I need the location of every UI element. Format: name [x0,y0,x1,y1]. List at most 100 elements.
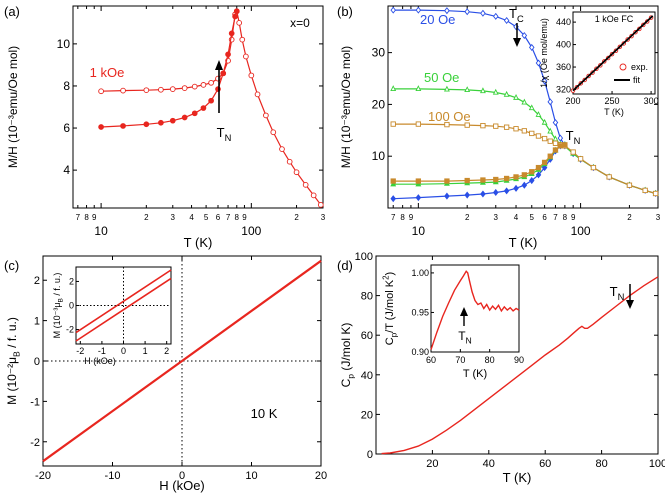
panel-b-point [513,126,519,132]
panel-b-point [541,77,548,85]
panel-d-label: (d) [337,258,353,273]
panel-a-point [233,8,240,15]
panel-b-point [547,127,554,134]
panel-a-point [169,117,176,124]
panel-b-point [590,164,597,171]
panel-b-point [492,188,499,196]
panel-b-point [547,98,554,106]
panel-a-point [254,91,261,98]
panel-c-ytick-label: 1 [34,316,40,328]
panel-a-point [200,105,207,111]
panel-a-ytick-label: 6 [63,121,70,135]
panel-a-field-label: 1 kOe [90,65,125,80]
panel-a-point [191,83,198,90]
panel-b-inset-xtick-label: 200 [565,96,580,106]
panel-d-frame [375,255,659,455]
panel-a-xtick-minor-label: 6 [216,213,221,222]
panel-c-ytick-label: -1 [30,396,40,408]
panel-c-ytick-label: -2 [30,437,40,449]
panel-a-point [143,121,150,128]
panel-b-point [415,6,422,14]
panel-a-point [98,88,104,95]
panel-c-xtick-label: 10 [245,470,257,482]
panel-b-xtick-minor-label: 7 [553,213,558,222]
panel-b-point [390,121,396,127]
panel-b-xtick-minor-label: 2 [627,213,632,222]
panel-a-point [228,30,235,37]
panel-b-point [390,195,396,203]
panel-b-inset-title: 1 kOe FC [595,14,634,24]
panel-b-point [626,182,633,188]
panel-d-ytick-label: 20 [361,409,373,421]
panel-c-inset-ylabel-part-2: / f. u.) [52,273,62,299]
panel-a-tn-arrowhead [215,60,223,70]
panel-a-xtick-minor-label: 3 [321,213,326,222]
panel-a-point [302,182,309,188]
panel-d-tn-label-part-0: T [610,284,618,299]
panel-a-frame [72,5,324,209]
panel-b-legend-20oe: 20 Oe [420,12,455,27]
panel-b-point [541,164,548,172]
panel-d-xtick-label: 100 [649,458,665,470]
panel-a-tn-label-part-1: N [225,133,232,143]
panel-b-point [480,177,486,183]
panel-a-xtick-minor-label: 2 [294,213,299,222]
panel-a-point [232,13,238,20]
panel-d-inset-ylabel-part-3: 2 [382,275,391,279]
panel-a-point [158,86,164,93]
panel-a-point [248,72,255,79]
panel-b-point [535,111,542,117]
panel-b-inset-legend-exp-marker [619,63,627,71]
panel-d-xlabel: T (K) [503,470,532,485]
panel-a-xtick-label: 100 [241,224,261,238]
panel-b-point [493,123,499,129]
panel-a-xtick-minor-label: 4 [189,213,194,222]
panel-b-label: (b) [337,4,353,19]
panel-b-point [513,93,519,100]
panel-b-point [492,88,499,95]
panel-b-tc-label-part-0: T [509,6,517,21]
panel-d-inset-ytick-label: 0.90 [411,347,429,357]
panel-a-point [120,123,126,129]
panel-b-point [541,118,548,125]
panel-b-xtick-minor-label: 3 [656,213,661,222]
panel-b-point [390,85,397,92]
panel-c-ylabel-part-1: B [12,351,22,357]
panel-b-inset-legend-exp: exp. [631,62,648,72]
panel-b-point [415,194,422,202]
panel-a-point [200,82,207,88]
panel-d-inset-tn-arrowhead [460,307,468,316]
panel-a-point [208,79,214,86]
panel-b-xtick-minor-label: 8 [400,213,405,222]
panel-c-ylabel-part-0: M (10⁻²μ [5,357,19,405]
panel-b-inset-ylabel: 1/χ (Oe mol/emu) [539,18,549,88]
panel-a-point [310,192,317,199]
panel-c-ytick-label: 2 [34,275,40,287]
panel-b-point [547,153,553,159]
panel-d-ytick-label: 60 [361,330,373,342]
panel-a-point [236,19,243,26]
panel-d-inset-xtick-label: 90 [514,355,524,365]
panel-b-xtick-minor-label: 9 [571,213,576,222]
panel-c-inset-branch [75,277,172,342]
panel-d-ytick-label: 100 [355,251,373,263]
panel-a-point [98,124,104,130]
panel-a-point [143,87,150,94]
panel-b-point [535,59,542,67]
panel-a-xtick-minor-label: 3 [171,213,176,222]
panel-c-xtick-label: -20 [35,470,51,482]
panel-b-inset-legend-fit: fit [633,75,641,85]
panel-a-ytick-label: 10 [57,37,71,51]
panel-b-point [528,43,535,51]
panel-c-inset-xtick-label: 2 [164,346,169,356]
panel-a-point [208,97,214,104]
panel-c-inset-xtick-label: 1 [143,346,148,356]
panel-b-point [535,164,542,171]
panel-c-ylabel: M (10⁻²μB / f. u.) [5,317,22,405]
panel-b-point [464,122,470,128]
panel-d-xtick-label: 20 [426,458,438,470]
panel-a-ylabel: M/H (10⁻³emu/Oe mol) [6,46,20,168]
panel-d-ylabel: Cp (J/mol K) [339,323,356,388]
panel-b-point [521,128,527,134]
panel-b-point [480,190,486,198]
